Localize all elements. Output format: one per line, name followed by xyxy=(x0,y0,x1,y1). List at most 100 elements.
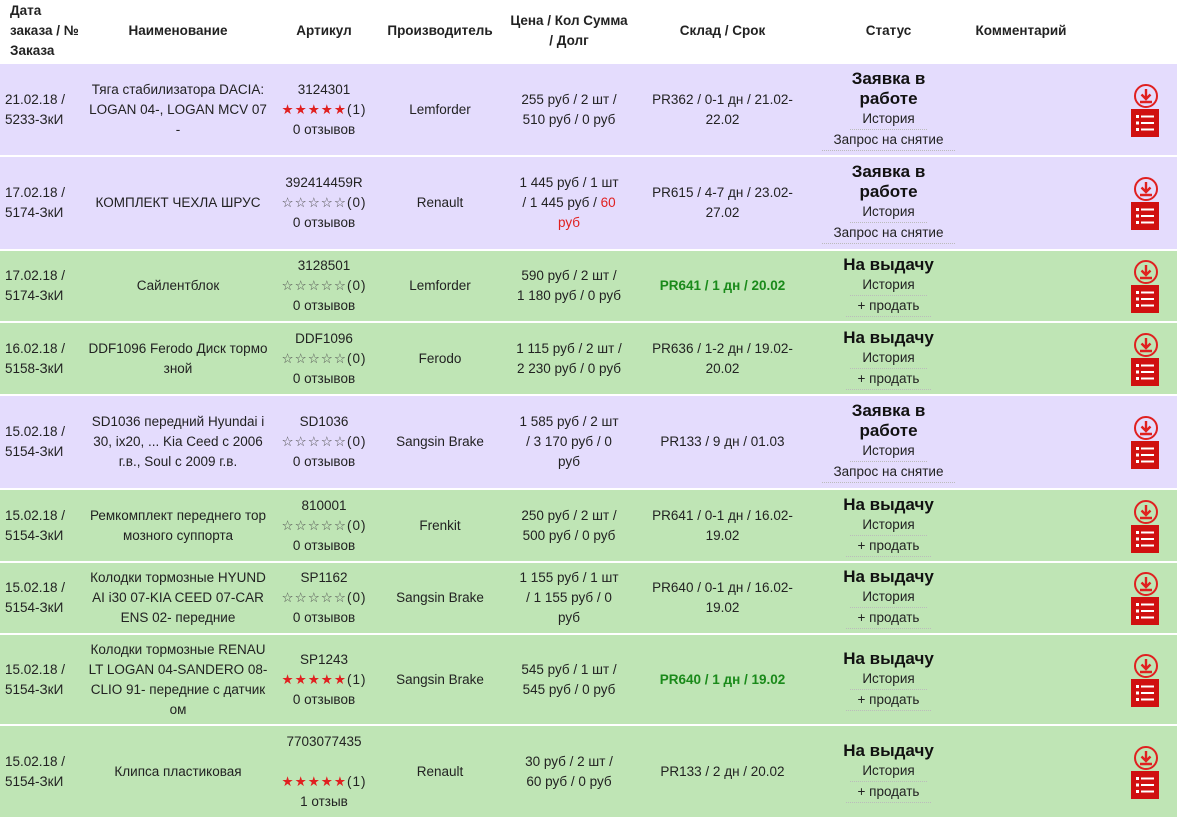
maker: Lemforder xyxy=(372,62,508,156)
download-icon[interactable] xyxy=(1133,415,1159,441)
link-wrap: + продать xyxy=(815,536,962,557)
status-cell: Заявка в работе История Запрос на снятие xyxy=(815,62,962,156)
name-cell: Колодки тормозные HYUNDAI i30 07-KIA CEE… xyxy=(80,561,276,634)
list-icon[interactable] xyxy=(1131,202,1159,230)
status-link[interactable]: История xyxy=(850,515,927,536)
list-icon[interactable] xyxy=(1131,108,1159,137)
order-row: 17.02.18 /5174-ЗкИ Сайлентблок 3128501 ☆☆☆☆… xyxy=(0,249,1177,322)
item-name: КОМПЛЕКТ ЧЕХЛА ШРУС xyxy=(95,195,261,210)
status-link[interactable]: История xyxy=(850,109,927,130)
price-cell: 255 руб / 2 шт / 510 руб / 0 руб xyxy=(508,62,630,156)
date-cell: 15.02.18 / 5154-ЗкИ xyxy=(0,394,80,489)
reviews[interactable]: 1 отзыв xyxy=(300,793,348,809)
order-row: 15.02.18 / 5154-ЗкИ SD1036 передний Hyunda… xyxy=(0,394,1177,489)
price-wrap: 1 155 руб / 1 шт / 1 155 руб / 0 руб xyxy=(508,568,630,628)
stock: PR133 / 2 дн / 20.02 xyxy=(660,763,785,779)
date-cell: 15.02.18 / 5154-ЗкИ xyxy=(0,633,80,725)
status-link[interactable]: История xyxy=(850,275,927,296)
status-link[interactable]: + продать xyxy=(845,296,932,317)
download-icon[interactable] xyxy=(1133,332,1159,358)
list-icon[interactable] xyxy=(1131,285,1159,313)
rating: ☆☆☆☆☆(0) xyxy=(276,193,372,213)
status-link[interactable]: + продать xyxy=(845,608,932,629)
stock-cell: PR641 / 1 дн / 20.02 xyxy=(630,249,815,322)
status-link[interactable]: Запрос на снятие xyxy=(821,130,956,151)
price-cell: 30 руб / 2 шт / 60 руб / 0 руб xyxy=(508,724,630,817)
rating: ☆☆☆☆☆(0) xyxy=(276,588,372,608)
comment-cell xyxy=(962,249,1080,322)
comment-cell xyxy=(962,394,1080,489)
votes: (0) xyxy=(347,517,367,533)
votes: (0) xyxy=(347,278,367,293)
name-cell: Тяга стабилизатора DACIA: LOGAN 04-, LOG… xyxy=(80,62,276,156)
link-wrap: История xyxy=(815,109,962,130)
reviews[interactable]: 0 отзывов xyxy=(292,454,356,469)
download-icon[interactable] xyxy=(1133,653,1159,679)
price-cell: 1 115 руб / 2 шт / 2 230 руб / 0 руб xyxy=(508,321,630,395)
status: Заявка в работе xyxy=(851,401,926,440)
rating-stars: ☆☆☆☆☆ xyxy=(281,351,347,366)
status-link[interactable]: История xyxy=(850,761,927,782)
comment-cell xyxy=(962,155,1080,250)
download-icon[interactable] xyxy=(1133,571,1159,597)
order-row: 15.02.18 / 5154-ЗкИ Клипса пластиковая 7703… xyxy=(0,724,1177,817)
star: ☆ xyxy=(281,517,295,533)
order-date: 15.02.18 / xyxy=(5,424,66,439)
download-icon[interactable] xyxy=(1133,83,1159,109)
status: На выдачу xyxy=(843,327,934,347)
reviews[interactable]: 0 отзывов xyxy=(292,610,356,625)
star: ☆ xyxy=(320,434,334,449)
status: Заявка в работе xyxy=(851,162,926,201)
votes: (1) xyxy=(347,773,367,789)
icons-cell xyxy=(1080,249,1177,322)
status: На выдачу xyxy=(843,494,934,514)
star: ☆ xyxy=(333,434,348,449)
status-link[interactable]: История xyxy=(850,348,927,369)
stock-cell: PR362 / 0-1 дн / 21.02-22.02 xyxy=(630,62,815,156)
star: ★ xyxy=(320,671,334,687)
download-icon[interactable] xyxy=(1133,259,1159,285)
star: ★ xyxy=(294,671,308,687)
status-link[interactable]: Запрос на снятие xyxy=(821,462,956,483)
list-icon[interactable] xyxy=(1131,678,1159,707)
status-link[interactable]: История xyxy=(850,587,927,608)
list-icon[interactable] xyxy=(1131,357,1159,386)
column-header: Комментарий xyxy=(975,23,1067,38)
status-link[interactable]: История xyxy=(850,441,927,462)
comment-cell xyxy=(962,561,1080,634)
status-link[interactable]: История xyxy=(850,202,927,223)
debt: 0 руб xyxy=(558,590,612,625)
status-link[interactable]: История xyxy=(850,669,927,690)
list-icon[interactable] xyxy=(1131,441,1159,469)
reviews[interactable]: 0 отзывов xyxy=(292,691,356,707)
list-icon[interactable] xyxy=(1131,524,1159,553)
download-icon[interactable] xyxy=(1133,499,1159,525)
star: ★ xyxy=(307,101,321,117)
status-link[interactable]: + продать xyxy=(845,690,932,711)
download-icon[interactable] xyxy=(1133,176,1159,202)
order-number: 5174-ЗкИ xyxy=(5,288,64,303)
price: 1 155 руб / 1 шт / 1 155 руб / xyxy=(519,570,619,605)
list-icon[interactable] xyxy=(1131,597,1159,625)
star: ☆ xyxy=(307,434,321,449)
status-link[interactable]: + продать xyxy=(845,782,932,803)
reviews[interactable]: 0 отзывов xyxy=(292,215,356,230)
status-link[interactable]: + продать xyxy=(845,536,932,557)
column-header: Дата заказа / № Заказа xyxy=(10,3,79,58)
star: ★ xyxy=(307,671,321,687)
price: 1 115 руб / 2 шт / 2 230 руб / xyxy=(516,340,622,376)
price-wrap: 1 115 руб / 2 шт / 2 230 руб / 0 руб xyxy=(508,339,630,379)
rating-stars: ☆☆☆☆☆ xyxy=(281,278,347,293)
download-icon[interactable] xyxy=(1133,745,1159,771)
reviews[interactable]: 0 отзывов xyxy=(292,121,356,137)
article-cell: SD1036 ☆☆☆☆☆(0) 0 отзывов xyxy=(276,394,372,489)
stock-cell: PR133 / 2 дн / 20.02 xyxy=(630,724,815,817)
reviews[interactable]: 0 отзывов xyxy=(292,537,356,553)
status-cell: Заявка в работе История Запрос на снятие xyxy=(815,155,962,250)
status-link[interactable]: + продать xyxy=(845,369,932,390)
status-link[interactable]: Запрос на снятие xyxy=(821,223,956,244)
list-icon[interactable] xyxy=(1131,770,1159,799)
name-cell: SD1036 передний Hyundai i30, ix20, ... K… xyxy=(80,394,276,489)
reviews[interactable]: 0 отзывов xyxy=(292,298,356,313)
reviews[interactable]: 0 отзывов xyxy=(292,370,356,386)
